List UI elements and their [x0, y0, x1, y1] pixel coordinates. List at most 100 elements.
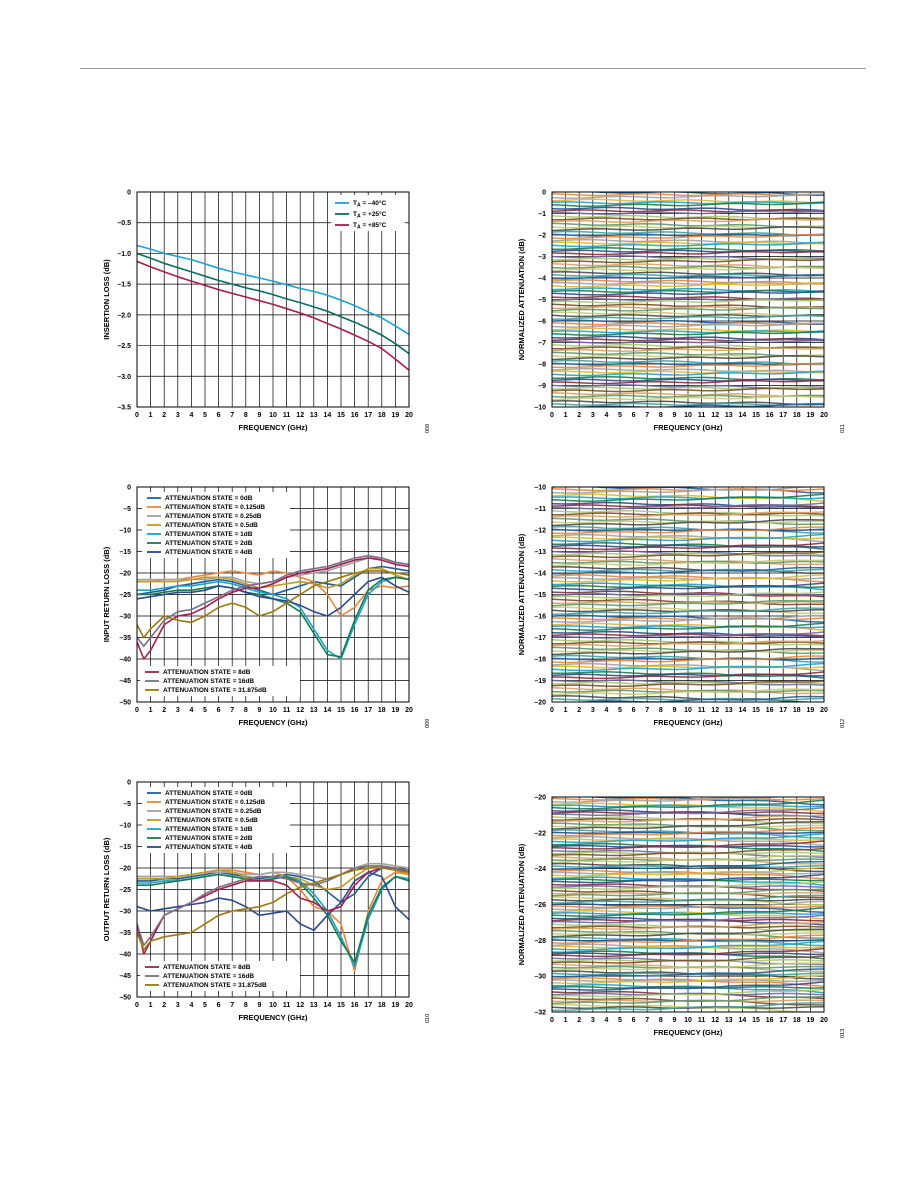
attenuation-state-line	[552, 945, 824, 949]
header-rule	[80, 68, 866, 69]
series-line	[137, 557, 409, 660]
attenuation-state-line	[552, 330, 824, 334]
attenuation-state-line	[552, 955, 824, 964]
x-tick-label: 20	[405, 412, 413, 419]
x-tick-label: 10	[684, 1017, 692, 1024]
attenuation-state-line	[552, 518, 824, 527]
y-tick-label: 0	[127, 485, 131, 492]
attenuation-state-line	[552, 695, 824, 702]
x-tick-label: 13	[310, 1002, 318, 1009]
x-tick-label: 2	[577, 1017, 581, 1024]
attenuation-state-line	[552, 591, 824, 599]
legend-entry: ATTENUATION STATE = 0dB	[165, 495, 253, 502]
attenuation-state-line	[552, 599, 824, 607]
attenuation-state-line	[552, 281, 824, 288]
y-axis-label: NORMALIZED ATTENUATION (dB)	[517, 238, 526, 360]
x-tick-label: 18	[793, 1017, 801, 1024]
attenuation-state-line	[552, 894, 824, 904]
x-tick-label: 16	[351, 1002, 359, 1009]
attenuation-state-line	[552, 614, 824, 623]
y-tick-label: –4	[538, 276, 546, 283]
series-line	[137, 867, 409, 951]
x-tick-label: 2	[577, 412, 581, 419]
attenuation-state-line	[552, 297, 824, 302]
x-tick-label: 11	[283, 1002, 291, 1009]
attenuation-state-line	[552, 814, 824, 823]
x-tick-label: 11	[698, 412, 706, 419]
y-tick-label: –50	[119, 995, 131, 1002]
legend: ATTENUATION STATE = 0dB ATTENUATION STATE…	[142, 492, 290, 558]
y-tick-label: –2	[538, 233, 546, 240]
x-tick-label: 2	[162, 707, 166, 714]
y-tick-label: –14	[534, 571, 546, 578]
x-tick-label: 8	[244, 1002, 248, 1009]
series-line	[137, 576, 409, 660]
y-tick-label: –1.5	[117, 282, 131, 289]
chart-normalized-attenuation-0-to-10: 0 1 2 3 4 5 6 7 8 9 10 11 12 13 14 15 16 17 18 19 20 0 –1 –2 –3–…	[505, 180, 850, 445]
x-axis-label: FREQUENCY (GHz)	[238, 718, 308, 727]
attenuation-state-line	[552, 907, 824, 917]
x-tick-label: 15	[337, 412, 345, 419]
plot-area	[552, 797, 824, 1012]
legend-entry: TA = +25°C	[353, 210, 387, 220]
series-line	[137, 576, 409, 617]
attenuation-state-line	[552, 338, 824, 342]
x-tick-label: 10	[684, 412, 692, 419]
x-tick-label: 0	[550, 412, 554, 419]
x-tick-label: 6	[632, 707, 636, 714]
attenuation-state-line	[552, 551, 824, 559]
chart-output-return-loss: 0 1 2 3 4 5 6 7 8 9 10 11 12 13 14 15 16 17 18 19 20 0 –5 –10 –1…	[90, 770, 435, 1035]
x-tick-label: 1	[564, 707, 568, 714]
legend-entry: TA = –40°C	[353, 199, 386, 209]
attenuation-state-line	[552, 241, 824, 245]
y-tick-label: –15	[119, 844, 131, 851]
attenuation-state-line	[552, 501, 824, 510]
y-tick-label: –10	[119, 528, 131, 535]
y-tick-label: –40	[119, 952, 131, 959]
figure-id: 012	[840, 719, 846, 728]
y-tick-label: 0	[127, 190, 131, 197]
x-tick-label: 20	[820, 412, 828, 419]
y-tick-label: –5	[123, 506, 131, 513]
y-tick-label: –10	[534, 485, 546, 492]
x-tick-label: 13	[725, 707, 733, 714]
y-tick-label: –24	[534, 866, 546, 873]
series-line	[137, 570, 409, 639]
y-tick-label: –18	[534, 657, 546, 664]
legend-entry: TA = +85°C	[353, 221, 387, 231]
attenuation-state-line	[552, 249, 824, 253]
x-tick-label: 11	[283, 412, 291, 419]
attenuation-state-line	[552, 851, 824, 855]
attenuation-state-line	[552, 512, 824, 516]
plot-area	[137, 862, 409, 972]
legend-entry: ATTENUATION STATE = 31.875dB	[163, 687, 267, 694]
y-tick-label: –22	[534, 830, 546, 837]
x-tick-label: 15	[337, 707, 345, 714]
plot-frame	[551, 191, 825, 408]
legend-background	[142, 787, 290, 853]
x-tick-label: 1	[149, 412, 153, 419]
x-tick-label: 7	[645, 412, 649, 419]
attenuation-state-line	[552, 201, 824, 205]
y-axis-label: INPUT RETURN LOSS (dB)	[102, 546, 111, 642]
legend: ATTENUATION STATE = 0dB ATTENUATION STATE…	[142, 787, 290, 853]
attenuation-state-line	[552, 582, 824, 591]
x-tick-label: 16	[766, 1017, 774, 1024]
y-tick-label: –8	[538, 362, 546, 369]
chart-svg: 0 1 2 3 4 5 6 7 8 9 10 11 12 13 14 15 16 17 18 19 20–10–11–1…	[517, 485, 846, 729]
chart-normalized-attenuation-10-to-20: 0 1 2 3 4 5 6 7 8 9 10 11 12 13 14 15 16 17 18 19 20 –10 –11 –1…	[505, 475, 850, 740]
attenuation-state-line	[552, 290, 824, 296]
x-tick-label: 19	[392, 1002, 400, 1009]
x-tick-label: 17	[779, 412, 787, 419]
attenuation-state-line	[552, 912, 824, 915]
attenuation-state-line	[552, 279, 824, 285]
x-tick-label: 0	[135, 1002, 139, 1009]
chart-normalized-attenuation-20-to-32: 0 1 2 3 4 5 6 7 8 9 10 11 12 13 14 15 16 17 18 19 20 –20 –22 –2…	[505, 785, 850, 1050]
attenuation-state-line	[552, 355, 824, 361]
attenuation-state-line	[552, 885, 824, 888]
x-tick-label: 5	[203, 1002, 207, 1009]
attenuation-state-line	[552, 274, 824, 280]
y-tick-label: –45	[119, 678, 131, 685]
attenuation-state-line	[552, 943, 824, 954]
y-tick-label: –35	[119, 635, 131, 642]
